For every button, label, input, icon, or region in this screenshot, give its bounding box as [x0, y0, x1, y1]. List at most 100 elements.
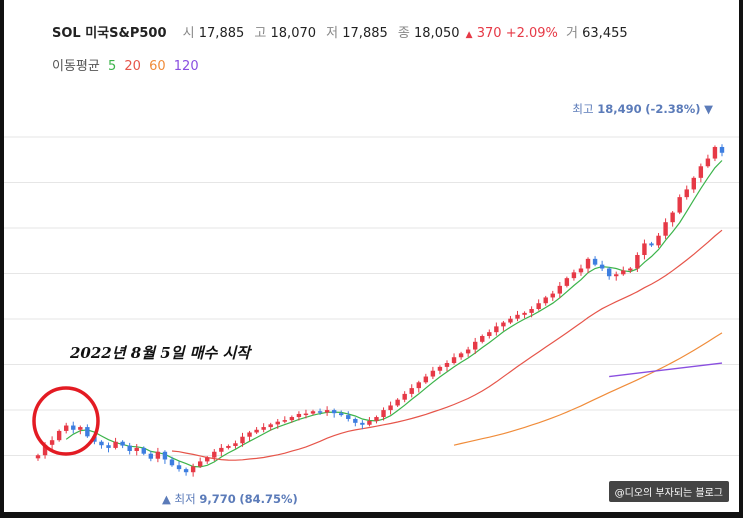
- ma-label: 이동평균: [52, 59, 100, 74]
- candle-body: [331, 410, 337, 414]
- candle-body: [494, 326, 499, 333]
- candle-body: [402, 393, 407, 400]
- candle-body: [169, 459, 175, 466]
- ma-60[interactable]: 60: [149, 59, 166, 74]
- candle-body: [416, 382, 421, 389]
- candle-body: [176, 465, 182, 470]
- change-pct: +2.09%: [505, 26, 558, 41]
- candle-body: [515, 314, 520, 319]
- all-time-low-label: ▲ 최저 9,770 (84.75%): [162, 491, 298, 507]
- high-value: 18,070: [270, 26, 317, 41]
- candle-body: [388, 405, 393, 411]
- candle-body: [550, 293, 555, 298]
- candle-body: [219, 447, 224, 452]
- candle-body: [614, 274, 619, 277]
- up-triangle-icon: ▲: [162, 492, 171, 506]
- candle-body: [480, 336, 485, 342]
- candle-body: [649, 243, 654, 246]
- high-label-text: 최고: [572, 102, 594, 116]
- candle-body: [712, 146, 718, 159]
- candle-body: [557, 285, 563, 294]
- candle-body: [663, 222, 668, 236]
- candle-body: [289, 417, 295, 421]
- low-label: 저: [326, 26, 339, 41]
- candle-body: [71, 425, 76, 430]
- open-label: 시: [182, 26, 195, 41]
- candle-body: [691, 177, 696, 190]
- candle-body: [197, 461, 203, 467]
- candle-body: [430, 370, 436, 377]
- change-arrow-icon: ▲: [465, 30, 473, 40]
- candle-body: [501, 322, 506, 327]
- candle-body: [296, 413, 302, 418]
- candle-body: [529, 309, 534, 313]
- candle-body: [240, 436, 245, 444]
- candle-body: [49, 440, 55, 445]
- candle-body: [522, 312, 527, 315]
- candle-body: [451, 357, 457, 364]
- change-value: 370: [476, 26, 502, 41]
- candle-body: [205, 457, 210, 462]
- candle-body: [226, 445, 231, 448]
- candle-body: [395, 399, 400, 406]
- close-label: 종: [397, 26, 410, 41]
- candle-body: [656, 235, 661, 246]
- candle-body: [367, 420, 372, 425]
- candle-body: [564, 278, 570, 286]
- candle-body: [310, 411, 316, 414]
- candlestick-chart: [4, 136, 739, 477]
- candle-body: [324, 410, 330, 413]
- ma-120[interactable]: 120: [173, 59, 199, 74]
- open-value: 17,885: [198, 26, 245, 41]
- high-label-value: 18,490: [597, 102, 642, 116]
- candle-body: [148, 453, 154, 459]
- ma-20[interactable]: 20: [124, 59, 141, 74]
- low-label-text: 최저: [174, 492, 196, 506]
- candle-body: [99, 441, 104, 446]
- low-label-pct: (84.75%): [239, 492, 298, 506]
- low-label-value: 9,770: [199, 492, 236, 506]
- high-label: 고: [254, 26, 267, 41]
- candle-body: [677, 197, 682, 213]
- candle-body: [339, 413, 344, 416]
- candle-body: [374, 417, 379, 421]
- candle-body: [233, 443, 238, 446]
- candle-body: [120, 441, 125, 446]
- candle-body: [642, 243, 647, 256]
- candle-body: [78, 427, 83, 430]
- ma120-line: [609, 362, 723, 378]
- ma20-line: [171, 229, 723, 461]
- candle-body: [35, 455, 41, 459]
- high-label-pct: (-2.38%): [645, 102, 701, 116]
- candle-body: [317, 411, 323, 413]
- candle-body: [536, 303, 541, 310]
- candle-body: [254, 429, 259, 433]
- candle-body: [628, 268, 633, 271]
- candle-body: [719, 146, 725, 153]
- candle-body: [437, 366, 443, 371]
- candle-body: [190, 466, 196, 473]
- candle-body: [134, 447, 139, 451]
- candle-body: [487, 332, 492, 337]
- candle-body: [212, 451, 217, 458]
- candle-body: [458, 353, 464, 358]
- candle-body: [106, 445, 111, 448]
- ma-5[interactable]: 5: [107, 59, 117, 74]
- candle-body: [56, 430, 62, 441]
- volume-value: 63,455: [582, 26, 628, 41]
- candle-body: [360, 422, 365, 425]
- candle-body: [353, 418, 358, 423]
- candle-body: [85, 427, 90, 437]
- candle-body: [183, 469, 189, 473]
- candle-body: [268, 424, 273, 428]
- candle-body: [346, 415, 351, 419]
- chart-panel: SOL 미국S&P500 시 17,885 고 18,070 저 17,885 …: [4, 0, 739, 512]
- candle-body: [621, 270, 626, 275]
- candle-body: [247, 432, 252, 437]
- candle-body: [303, 413, 309, 416]
- candle-body: [64, 425, 69, 431]
- candle-body: [592, 258, 598, 265]
- candle-body: [705, 158, 711, 167]
- candle-body: [42, 444, 48, 456]
- candle-body: [409, 388, 414, 394]
